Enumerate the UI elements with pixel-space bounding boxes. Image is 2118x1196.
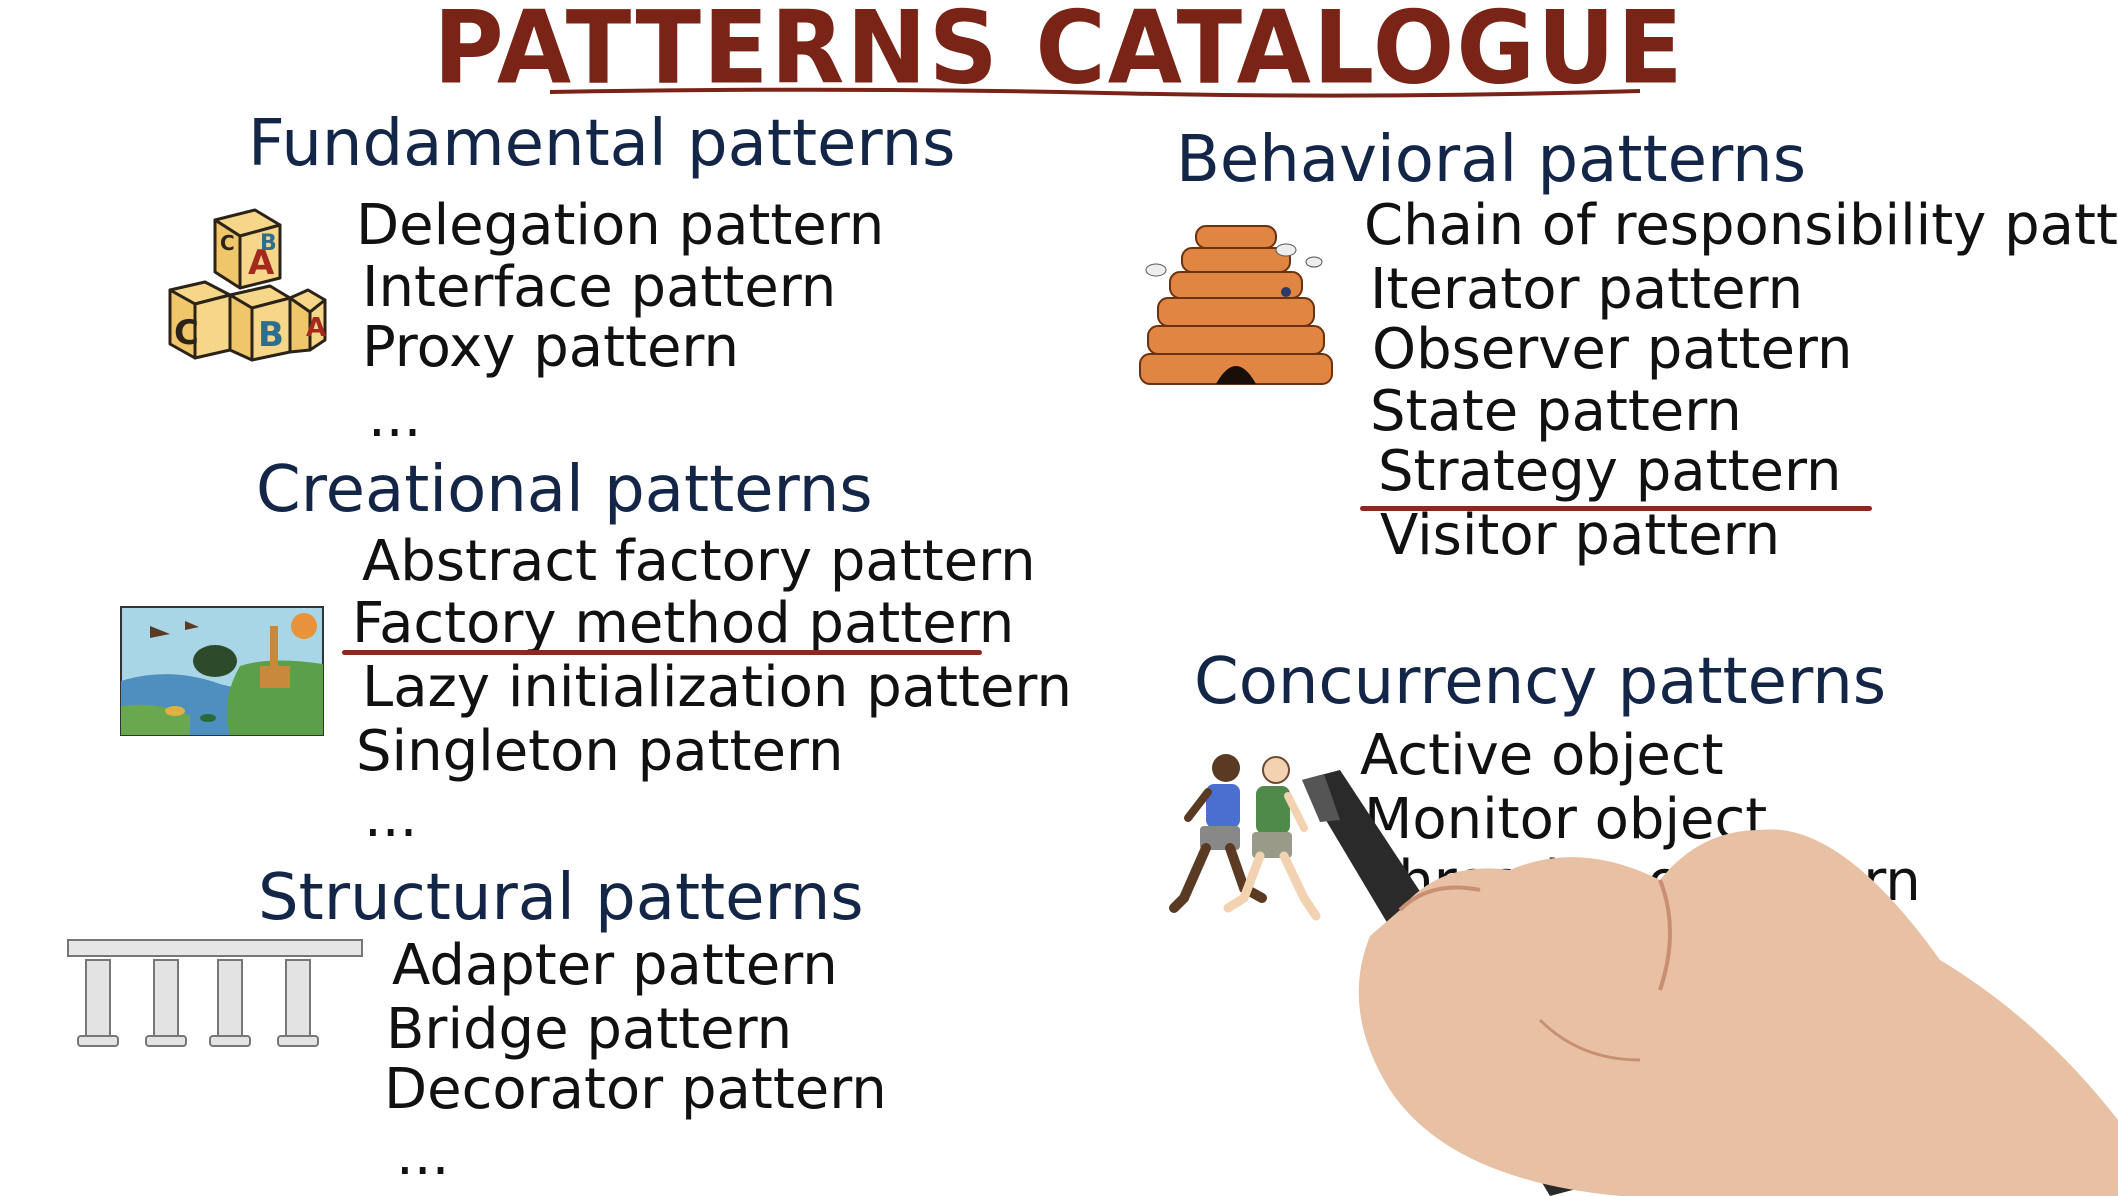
behavioral-item: Visitor pattern [1380,503,1781,568]
svg-text:C: C [174,313,199,353]
landscape-image [120,606,324,736]
structural-item: Decorator pattern [384,1057,887,1122]
beehive-image [1139,225,1333,385]
behavioral-item: Observer pattern [1372,317,1853,382]
svg-text:B: B [258,315,284,355]
creational-heading: Creational patterns [256,453,873,527]
structural-ellipsis: ... [396,1123,450,1188]
concurrency-item: Active object [1360,723,1724,788]
behavioral-item: Strategy pattern [1378,439,1842,504]
fundamental-heading: Fundamental patterns [248,107,956,181]
structural-heading: Structural patterns [258,861,864,935]
columns-image [67,939,363,1047]
svg-text:C: C [220,231,235,255]
fundamental-item: Proxy pattern [362,315,739,380]
factory-method-underline [342,650,982,655]
page-title: PATTERNS CATALOGUE [433,0,1685,107]
abc-blocks-image: A B C B A C [168,208,327,362]
svg-text:A: A [248,243,275,283]
structural-item: Adapter pattern [392,933,838,998]
behavioral-item: State pattern [1370,379,1742,444]
strategy-underline [1360,506,1872,511]
creational-item: Singleton pattern [356,719,844,784]
fundamental-ellipsis: ... [368,385,422,450]
concurrency-item: Monitor object [1364,787,1768,852]
hand-with-marker-image [1302,770,2118,1196]
creational-item: Abstract factory pattern [362,529,1036,594]
creational-ellipsis: ... [364,785,418,850]
concurrency-heading: Concurrency patterns [1194,645,1887,719]
svg-text:B: B [260,231,277,256]
behavioral-item: Iterator pattern [1370,257,1804,322]
creational-item: Factory method pattern [352,591,1015,656]
structural-item: Bridge pattern [386,997,793,1062]
svg-text:A: A [306,313,326,343]
title-underline [549,87,1641,98]
creational-item: Lazy initialization pattern [362,655,1072,720]
runners-image [1169,754,1321,921]
behavioral-item: Chain of responsibility pattern [1364,193,2118,258]
fundamental-item: Delegation pattern [356,193,885,258]
behavioral-heading: Behavioral patterns [1176,123,1807,197]
fundamental-item: Interface pattern [362,255,837,320]
